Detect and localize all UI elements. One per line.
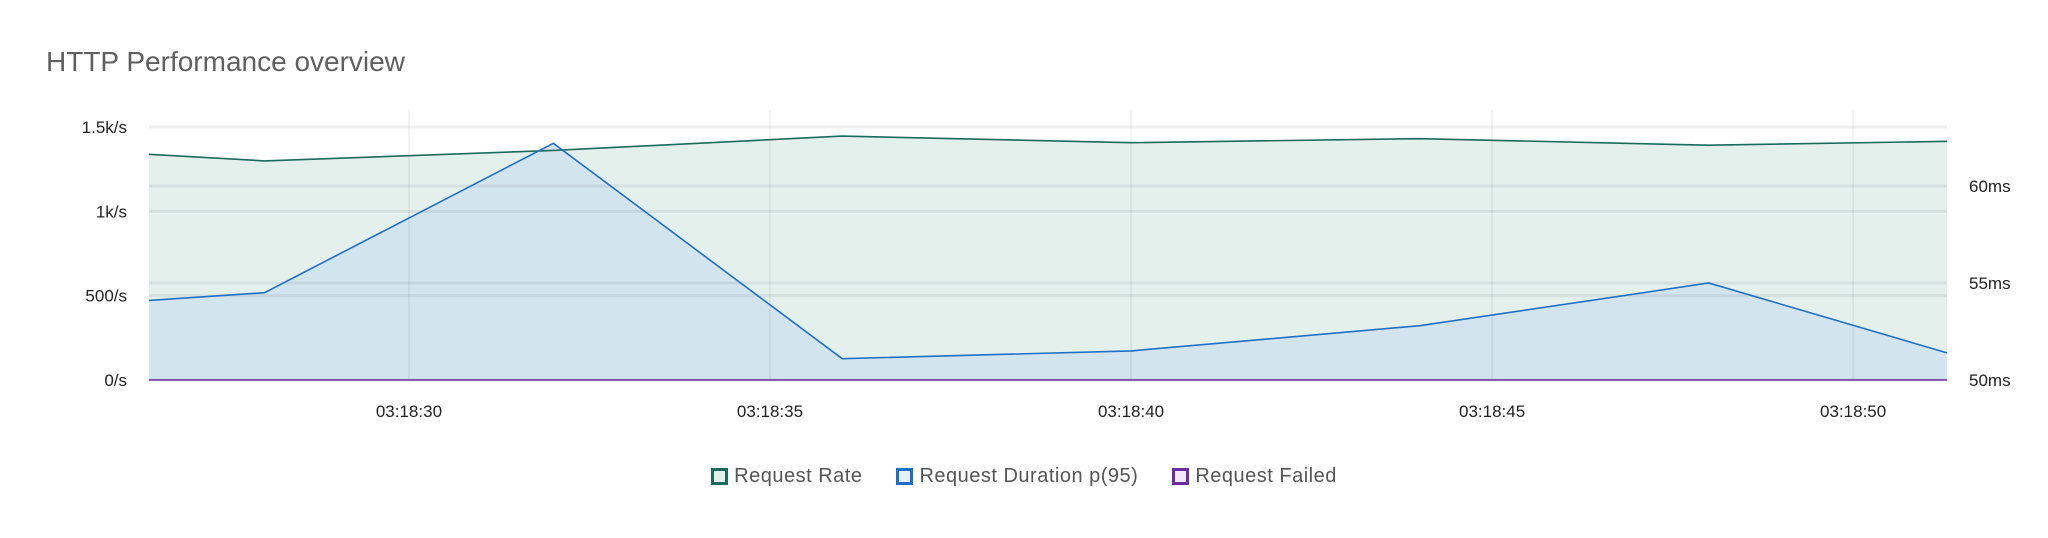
legend-label: Request Rate [734, 465, 863, 487]
x-tick-label: 03:18:40 [1098, 402, 1164, 421]
legend-swatch-request-duration [896, 468, 914, 485]
x-tick-label: 03:18:35 [737, 402, 803, 421]
y-right-tick-label: 60ms [1969, 177, 2011, 196]
legend-item-request-rate[interactable]: Request Rate [711, 465, 862, 488]
series-line-request-duration-p-95- [148, 142, 1948, 360]
chart-title: HTTP Performance overview [46, 46, 405, 77]
legend: Request Rate Request Duration p(95) Requ… [0, 465, 2048, 488]
legend-item-request-failed[interactable]: Request Failed [1172, 465, 1337, 488]
series-area-1 [149, 143, 1947, 380]
y-right-tick-label: 55ms [1969, 274, 2011, 293]
x-tick-label: 03:18:50 [1820, 402, 1886, 421]
legend-swatch-request-failed [1172, 468, 1190, 485]
legend-label: Request Duration p(95) [919, 465, 1139, 487]
legend-item-request-duration[interactable]: Request Duration p(95) [896, 465, 1138, 488]
y-right-tick-label: 50ms [1969, 371, 2011, 390]
y-left-tick-label: 500/s [85, 287, 127, 306]
y-left-tick-label: 0/s [104, 371, 127, 390]
legend-label: Request Failed [1195, 465, 1337, 487]
y-left-tick-label: 1.5k/s [82, 118, 127, 137]
x-tick-label: 03:18:30 [376, 402, 442, 421]
x-tick-label: 03:18:45 [1459, 402, 1525, 421]
series-line-request-rate [148, 135, 1948, 162]
legend-swatch-request-rate [711, 468, 729, 485]
y-left-tick-label: 1k/s [96, 202, 127, 221]
